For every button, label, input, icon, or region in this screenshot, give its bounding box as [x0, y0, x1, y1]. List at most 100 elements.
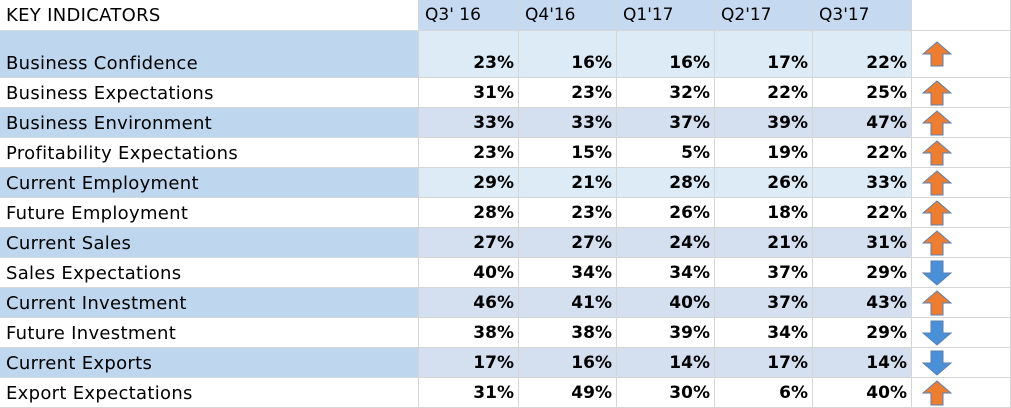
- column-header[interactable]: Q4'16: [519, 0, 617, 31]
- indicator-value[interactable]: 23%: [419, 138, 519, 168]
- indicator-value[interactable]: 40%: [813, 378, 912, 408]
- indicator-value[interactable]: 17%: [715, 348, 813, 378]
- indicator-value[interactable]: 23%: [419, 31, 519, 78]
- indicator-value[interactable]: 31%: [419, 78, 519, 108]
- indicator-value[interactable]: 28%: [617, 168, 715, 198]
- indicator-value[interactable]: 37%: [715, 258, 813, 288]
- indicator-value[interactable]: 24%: [617, 228, 715, 258]
- trend-cell[interactable]: [912, 78, 1011, 108]
- indicator-value[interactable]: 29%: [813, 258, 912, 288]
- indicator-value[interactable]: 18%: [715, 198, 813, 228]
- trend-header-cell[interactable]: [912, 0, 1011, 31]
- indicator-value[interactable]: 17%: [715, 31, 813, 78]
- column-header[interactable]: Q3' 16: [419, 0, 519, 31]
- indicator-value[interactable]: 40%: [419, 258, 519, 288]
- indicator-label[interactable]: Future Employment: [0, 198, 419, 228]
- header-row: KEY INDICATORS Q3' 16 Q4'16 Q1'17 Q2'17 …: [0, 0, 1011, 31]
- indicator-value[interactable]: 37%: [715, 288, 813, 318]
- indicator-value[interactable]: 17%: [419, 348, 519, 378]
- indicator-label[interactable]: Current Sales: [0, 228, 419, 258]
- indicator-label[interactable]: Profitability Expectations: [0, 138, 419, 168]
- indicator-value[interactable]: 32%: [617, 78, 715, 108]
- trend-cell[interactable]: [912, 168, 1011, 198]
- indicator-value[interactable]: 6%: [715, 378, 813, 408]
- indicator-value[interactable]: 34%: [715, 318, 813, 348]
- trend-cell[interactable]: [912, 318, 1011, 348]
- trend-cell[interactable]: [912, 288, 1011, 318]
- indicator-value[interactable]: 37%: [617, 108, 715, 138]
- indicator-label[interactable]: Business Expectations: [0, 78, 419, 108]
- trend-cell[interactable]: [912, 31, 1011, 78]
- trend-cell[interactable]: [912, 378, 1011, 408]
- indicator-value[interactable]: 39%: [617, 318, 715, 348]
- indicator-label[interactable]: Business Confidence: [0, 31, 419, 78]
- column-header[interactable]: Q1'17: [617, 0, 715, 31]
- indicator-value[interactable]: 39%: [715, 108, 813, 138]
- indicator-value[interactable]: 26%: [617, 198, 715, 228]
- indicator-value[interactable]: 23%: [519, 78, 617, 108]
- indicator-value[interactable]: 31%: [419, 378, 519, 408]
- trend-cell[interactable]: [912, 108, 1011, 138]
- table-title[interactable]: KEY INDICATORS: [0, 0, 419, 31]
- indicator-value[interactable]: 30%: [617, 378, 715, 408]
- indicator-value[interactable]: 16%: [617, 31, 715, 78]
- indicator-value[interactable]: 14%: [813, 348, 912, 378]
- arrow-down-icon: [922, 350, 952, 376]
- indicator-value[interactable]: 43%: [813, 288, 912, 318]
- indicator-value[interactable]: 34%: [617, 258, 715, 288]
- arrow-down-icon: [922, 320, 952, 346]
- trend-cell[interactable]: [912, 228, 1011, 258]
- indicator-value[interactable]: 47%: [813, 108, 912, 138]
- indicator-value[interactable]: 21%: [715, 228, 813, 258]
- indicator-label[interactable]: Future Investment: [0, 318, 419, 348]
- indicator-value[interactable]: 34%: [519, 258, 617, 288]
- indicator-value[interactable]: 22%: [813, 31, 912, 78]
- indicator-value[interactable]: 25%: [813, 78, 912, 108]
- indicator-label[interactable]: Export Expectations: [0, 378, 419, 408]
- indicator-value[interactable]: 22%: [715, 78, 813, 108]
- indicator-value[interactable]: 38%: [519, 318, 617, 348]
- indicator-value[interactable]: 23%: [519, 198, 617, 228]
- indicator-value[interactable]: 16%: [519, 31, 617, 78]
- indicator-value[interactable]: 27%: [519, 228, 617, 258]
- indicator-label[interactable]: Business Environment: [0, 108, 419, 138]
- arrow-up-shape: [922, 229, 952, 255]
- indicator-label[interactable]: Sales Expectations: [0, 258, 419, 288]
- indicator-value[interactable]: 22%: [813, 138, 912, 168]
- column-header[interactable]: Q3'17: [813, 0, 912, 31]
- indicator-value[interactable]: 19%: [715, 138, 813, 168]
- indicator-label[interactable]: Current Exports: [0, 348, 419, 378]
- trend-cell[interactable]: [912, 198, 1011, 228]
- trend-cell[interactable]: [912, 138, 1011, 168]
- indicator-value[interactable]: 31%: [813, 228, 912, 258]
- indicator-value[interactable]: 29%: [813, 318, 912, 348]
- indicator-value[interactable]: 33%: [813, 168, 912, 198]
- indicator-value[interactable]: 38%: [419, 318, 519, 348]
- arrow-down-shape: [922, 350, 952, 376]
- indicator-value[interactable]: 15%: [519, 138, 617, 168]
- indicator-value[interactable]: 33%: [419, 108, 519, 138]
- indicator-value[interactable]: 28%: [419, 198, 519, 228]
- arrow-up-icon: [922, 41, 952, 67]
- indicator-value[interactable]: 5%: [617, 138, 715, 168]
- indicator-value[interactable]: 21%: [519, 168, 617, 198]
- indicator-value[interactable]: 49%: [519, 378, 617, 408]
- trend-cell[interactable]: [912, 348, 1011, 378]
- table-row: Current Investment 46% 41% 40% 37% 43%: [0, 288, 1011, 318]
- indicator-label[interactable]: Current Investment: [0, 288, 419, 318]
- indicator-value[interactable]: 46%: [419, 288, 519, 318]
- trend-cell[interactable]: [912, 258, 1011, 288]
- indicator-value[interactable]: 29%: [419, 168, 519, 198]
- column-header[interactable]: Q2'17: [715, 0, 813, 31]
- indicator-value[interactable]: 33%: [519, 108, 617, 138]
- arrow-up-icon: [922, 139, 952, 165]
- indicator-value[interactable]: 16%: [519, 348, 617, 378]
- indicator-value[interactable]: 40%: [617, 288, 715, 318]
- indicator-label[interactable]: Current Employment: [0, 168, 419, 198]
- indicator-value[interactable]: 14%: [617, 348, 715, 378]
- indicator-value[interactable]: 22%: [813, 198, 912, 228]
- indicator-value[interactable]: 26%: [715, 168, 813, 198]
- indicator-value[interactable]: 41%: [519, 288, 617, 318]
- indicator-value[interactable]: 27%: [419, 228, 519, 258]
- arrow-up-shape: [922, 289, 952, 315]
